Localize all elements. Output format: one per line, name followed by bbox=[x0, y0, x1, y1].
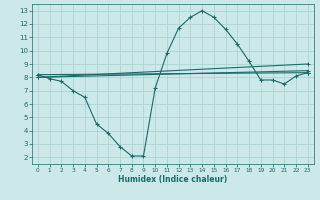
X-axis label: Humidex (Indice chaleur): Humidex (Indice chaleur) bbox=[118, 175, 228, 184]
